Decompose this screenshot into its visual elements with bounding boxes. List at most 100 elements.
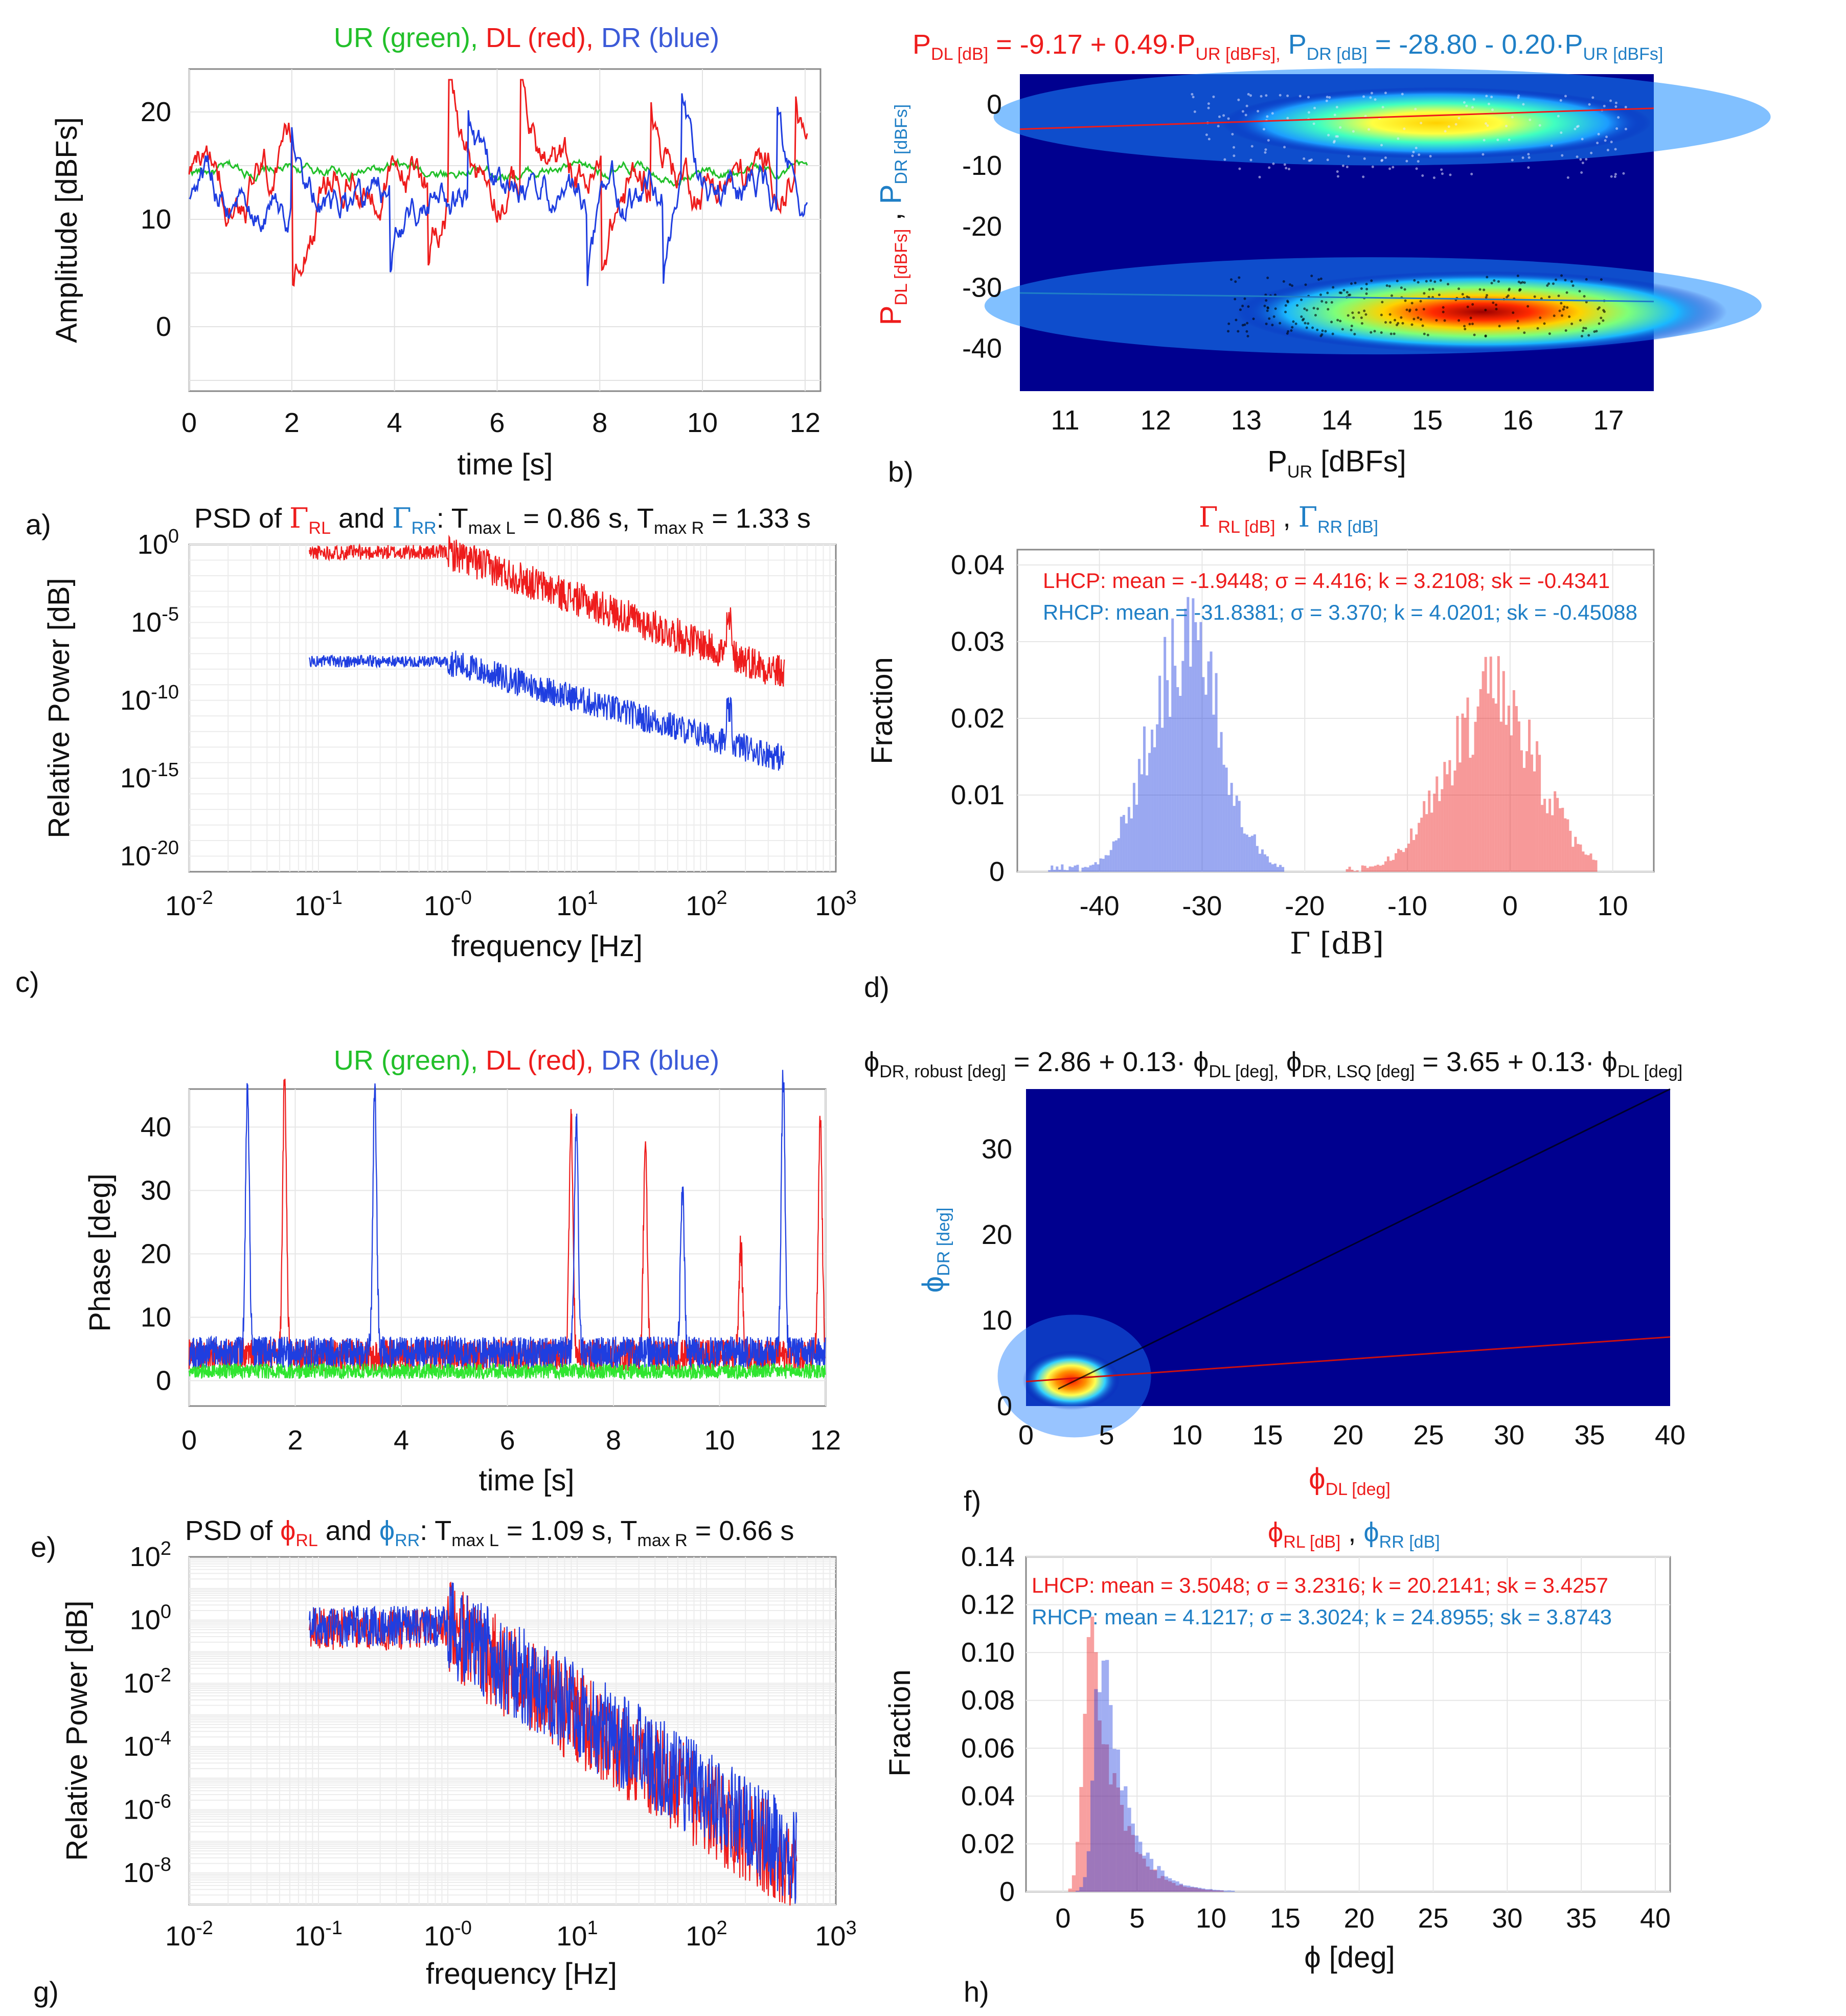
d-t-blue-sub: RR [dB]: [1317, 517, 1378, 537]
bar-lhcp: [1515, 706, 1518, 872]
bar-lhcp: [1512, 690, 1515, 872]
e-ytick-10: 10: [141, 1302, 171, 1332]
scatter-dot-dr: [1417, 316, 1420, 319]
bar-lhcp: [1120, 1805, 1124, 1892]
scatter-dot-dr: [1357, 311, 1360, 314]
panel-a-series: [188, 79, 808, 287]
scatter-dot-dr: [1507, 294, 1510, 297]
g-t6s: max R: [637, 1531, 688, 1550]
bar-rhcp: [1263, 854, 1266, 872]
bar-rhcp: [1187, 1885, 1191, 1892]
title-ur: UR (green),: [334, 22, 486, 53]
bar-rhcp: [1271, 864, 1274, 872]
scatter-dot-dr: [1595, 330, 1598, 333]
scatter-dot-dl: [1247, 93, 1250, 96]
h-ytick-0.06: 0.06: [961, 1733, 1015, 1763]
scatter-dot-dl: [1418, 153, 1421, 156]
scatter-dot-dr: [1319, 293, 1322, 296]
bar-rhcp: [1056, 866, 1059, 872]
scatter-dot-dr: [1384, 321, 1387, 324]
scatter-dot-dr: [1564, 329, 1567, 332]
scatter-dot-dl: [1392, 166, 1395, 169]
scatter-dot-dr: [1517, 280, 1520, 283]
scatter-dot-dr: [1312, 307, 1315, 310]
scatter-dot-dl: [1326, 96, 1329, 99]
scatter-dot-dl: [1487, 102, 1490, 105]
scatter-dot-dr: [1241, 304, 1244, 307]
scatter-dot-dr: [1523, 281, 1526, 284]
scatter-dot-dr: [1585, 278, 1588, 281]
scatter-dot-dl: [1192, 96, 1195, 99]
scatter-dot-dr: [1439, 279, 1442, 282]
scatter-dot-dr: [1419, 300, 1422, 303]
scatter-dot-dl: [1538, 124, 1541, 127]
a-xtick-12: 12: [790, 407, 821, 438]
scatter-dot-dl: [1591, 96, 1594, 99]
f-xtick-5: 5: [1099, 1420, 1114, 1451]
scatter-dot-dr: [1400, 286, 1403, 289]
scatter-dot-dl: [1313, 106, 1316, 109]
scatter-dot-dr: [1428, 288, 1431, 291]
bar-lhcp: [1351, 870, 1354, 872]
scatter-dot-dl: [1336, 170, 1339, 173]
scatter-dot-dr: [1271, 324, 1274, 327]
bar-lhcp: [1571, 847, 1575, 872]
bar-lhcp: [1149, 1869, 1154, 1892]
bar-rhcp: [1109, 850, 1112, 872]
panel-h-lhcp-stats: LHCP: mean = 3.5048; σ = 3.2316; k = 20.…: [1032, 1573, 1608, 1597]
bar-lhcp: [1559, 808, 1562, 872]
scatter-dot-dr: [1552, 282, 1555, 285]
b-xtick-17: 17: [1593, 405, 1624, 436]
panel-c-xlabel: frequency [Hz]: [451, 930, 643, 963]
bar-lhcp: [1366, 868, 1369, 872]
a-ytick-10: 10: [141, 204, 171, 235]
f-ytick-20: 20: [982, 1219, 1012, 1250]
e-xtick-4: 4: [394, 1425, 409, 1456]
g-t5: : T: [420, 1515, 451, 1546]
bar-lhcp: [1190, 1887, 1194, 1892]
bar-rhcp: [1061, 864, 1064, 872]
bar-lhcp: [1418, 823, 1421, 872]
bar-lhcp: [1435, 776, 1439, 872]
bar-lhcp: [1407, 843, 1410, 872]
f-xtick-0: 0: [1018, 1420, 1034, 1451]
scatter-dot-dr: [1461, 292, 1464, 296]
bar-lhcp: [1458, 762, 1462, 872]
h-t-blue-sub: RR [dB]: [1379, 1532, 1440, 1552]
scatter-dot-dr: [1564, 279, 1567, 282]
panel-h-bars: [1068, 1616, 1235, 1892]
scatter-dot-dr: [1421, 324, 1424, 327]
scatter-dot-dl: [1566, 176, 1569, 179]
bar-lhcp: [1415, 834, 1418, 872]
bar-lhcp: [1464, 717, 1467, 872]
scatter-dot-dl: [1614, 105, 1617, 108]
panel-a-xlabel: time [s]: [458, 448, 553, 481]
panel-d-lhcp-stats: LHCP: mean = -1.9448; σ = 4.416; k = 3.2…: [1043, 569, 1610, 593]
bar-lhcp: [1194, 1888, 1198, 1892]
title-dr: DR (blue): [601, 22, 719, 53]
panel-f-ylabel: ϕDR [deg]: [917, 1208, 953, 1293]
a-ytick-20: 20: [141, 97, 171, 127]
scatter-dot-dl: [1508, 139, 1511, 142]
b-xtick-16: 16: [1502, 405, 1533, 436]
panel-a-ylabel: Amplitude [dBFs]: [50, 117, 83, 343]
h-ytick-0.08: 0.08: [961, 1685, 1015, 1716]
bar-lhcp: [1507, 706, 1510, 872]
scatter-dot-dr: [1264, 293, 1267, 297]
scatter-dot-dr: [1265, 322, 1268, 325]
series-phi-rr: [309, 1582, 797, 1904]
scatter-dot-dr: [1286, 332, 1289, 335]
bar-rhcp: [1146, 775, 1149, 872]
scatter-dot-dl: [1529, 118, 1532, 121]
scatter-dot-dr: [1543, 322, 1546, 325]
g-xtick-2: 102: [686, 1917, 727, 1952]
scatter-dot-dr: [1566, 306, 1569, 309]
bar-lhcp: [1201, 1889, 1205, 1892]
scatter-dot-dr: [1339, 320, 1342, 323]
scatter-dot-dr: [1438, 293, 1441, 297]
bar-rhcp: [1231, 1890, 1235, 1892]
scatter-dot-dl: [1441, 172, 1444, 175]
density-dl-core: [1221, 87, 1651, 159]
scatter-dot-dl: [1352, 130, 1355, 133]
